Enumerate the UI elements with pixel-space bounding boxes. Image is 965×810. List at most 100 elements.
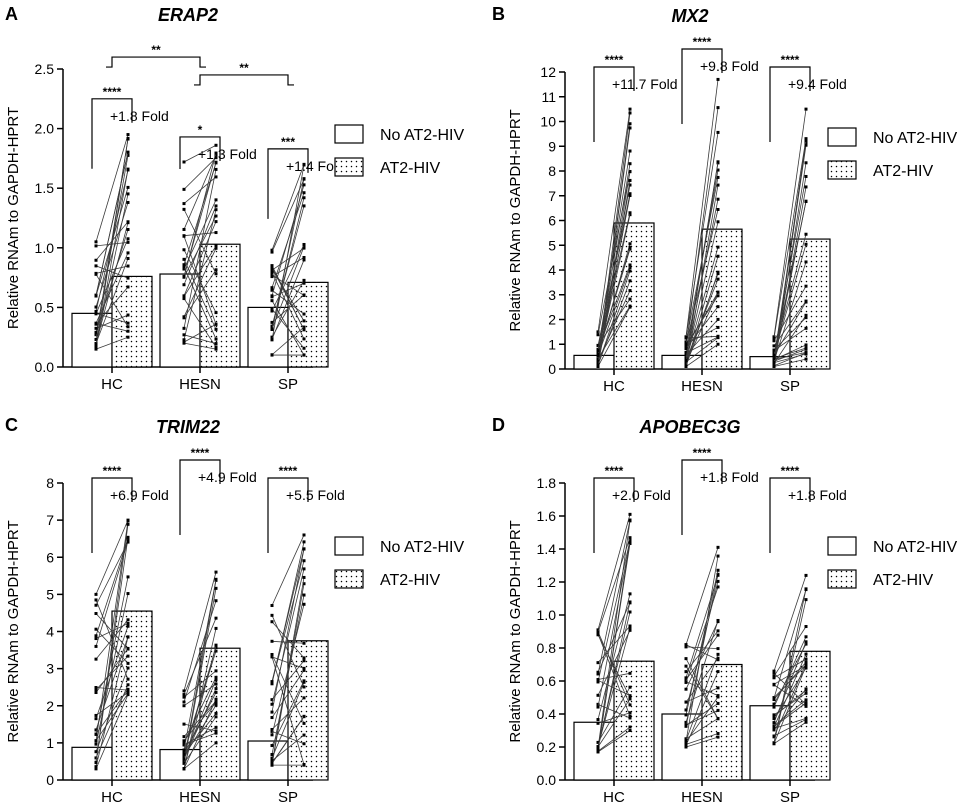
- point-no-at2: [270, 264, 274, 268]
- paired-line: [773, 301, 807, 356]
- point-at2: [804, 573, 808, 577]
- point-at2: [214, 347, 218, 351]
- fold-change-label: +6.9 Fold: [110, 487, 169, 503]
- paired-line: [685, 736, 719, 748]
- point-at2: [126, 185, 130, 189]
- fold-change-label: +11.7 Fold: [612, 76, 678, 92]
- point-no-at2: [270, 759, 274, 763]
- point-at2: [804, 316, 808, 320]
- point-no-at2: [182, 326, 186, 330]
- point-at2: [716, 579, 720, 583]
- point-at2: [302, 733, 306, 737]
- point-no-at2: [772, 669, 776, 673]
- y-tick-label: 0.2: [537, 739, 557, 755]
- point-no-at2: [94, 272, 98, 276]
- point-no-at2: [94, 612, 98, 616]
- point-at2: [628, 610, 632, 614]
- bar-at2-hc: [613, 222, 655, 370]
- paired-line: [597, 212, 631, 351]
- paired-line: [685, 654, 719, 741]
- point-at2: [126, 192, 130, 196]
- point-no-at2: [684, 340, 688, 344]
- point-no-at2: [270, 710, 274, 714]
- point-no-at2: [596, 661, 600, 665]
- legend-label-at2: AT2-HIV: [873, 572, 933, 589]
- paired-line: [773, 684, 807, 707]
- point-at2: [628, 242, 632, 246]
- paired-lines-hc: [94, 133, 130, 351]
- point-at2: [126, 575, 130, 579]
- point-at2: [302, 325, 306, 329]
- y-tick-label: 6: [548, 213, 556, 229]
- panel-title: TRIM22: [156, 417, 220, 437]
- point-no-at2: [94, 742, 98, 746]
- paired-line: [685, 575, 719, 678]
- point-at2: [716, 77, 720, 81]
- point-at2: [628, 592, 632, 596]
- point-no-at2: [94, 322, 98, 326]
- point-no-at2: [684, 676, 688, 680]
- point-at2: [214, 204, 218, 208]
- legend-swatch-at2: [334, 157, 364, 177]
- point-no-at2: [270, 295, 274, 299]
- point-at2: [214, 143, 218, 147]
- point-no-at2: [772, 336, 776, 340]
- point-no-at2: [270, 307, 274, 311]
- point-at2: [302, 714, 306, 718]
- point-at2: [126, 647, 130, 651]
- point-no-at2: [596, 745, 600, 749]
- point-at2: [628, 304, 632, 308]
- group-comparison-stars: **: [151, 43, 161, 57]
- point-no-at2: [684, 678, 688, 682]
- paired-line: [597, 634, 631, 698]
- point-at2: [628, 245, 632, 249]
- point-no-at2: [596, 352, 600, 356]
- point-at2: [716, 652, 720, 656]
- point-at2: [302, 191, 306, 195]
- point-at2: [628, 518, 632, 522]
- point-no-at2: [772, 725, 776, 729]
- paired-line: [685, 718, 719, 740]
- paired-line: [183, 199, 217, 270]
- point-at2: [628, 289, 632, 293]
- point-no-at2: [182, 263, 186, 267]
- point-no-at2: [684, 353, 688, 357]
- point-no-at2: [182, 755, 186, 759]
- point-at2: [804, 326, 808, 330]
- point-at2: [804, 357, 808, 361]
- point-no-at2: [772, 674, 776, 678]
- y-tick-label: 0.0: [35, 359, 55, 375]
- legend: No AT2-HIV AT2-HIV: [827, 536, 958, 589]
- paired-line: [773, 643, 807, 705]
- point-at2: [126, 276, 130, 280]
- paired-lines-sp: [772, 573, 808, 746]
- paired-line: [773, 721, 807, 745]
- point-at2: [716, 585, 720, 589]
- paired-line: [271, 594, 305, 755]
- point-no-at2: [596, 747, 600, 751]
- point-at2: [628, 512, 632, 516]
- point-at2: [126, 592, 130, 596]
- paired-line: [183, 683, 217, 707]
- point-at2: [214, 626, 218, 630]
- point-at2: [126, 251, 130, 255]
- point-at2: [126, 335, 130, 339]
- significance-bracket: [593, 477, 635, 553]
- point-at2: [628, 269, 632, 273]
- point-no-at2: [270, 270, 274, 274]
- point-no-at2: [270, 250, 274, 254]
- point-at2: [302, 163, 306, 167]
- point-at2: [214, 599, 218, 603]
- fold-change-label: +1.8 Fold: [788, 487, 847, 503]
- paired-line: [95, 667, 129, 752]
- point-at2: [716, 168, 720, 172]
- paired-line: [183, 679, 217, 759]
- point-no-at2: [270, 335, 274, 339]
- point-no-at2: [772, 361, 776, 365]
- paired-line: [95, 599, 129, 680]
- paired-line: [773, 653, 807, 728]
- point-no-at2: [182, 267, 186, 271]
- paired-line: [95, 540, 129, 647]
- point-no-at2: [772, 351, 776, 355]
